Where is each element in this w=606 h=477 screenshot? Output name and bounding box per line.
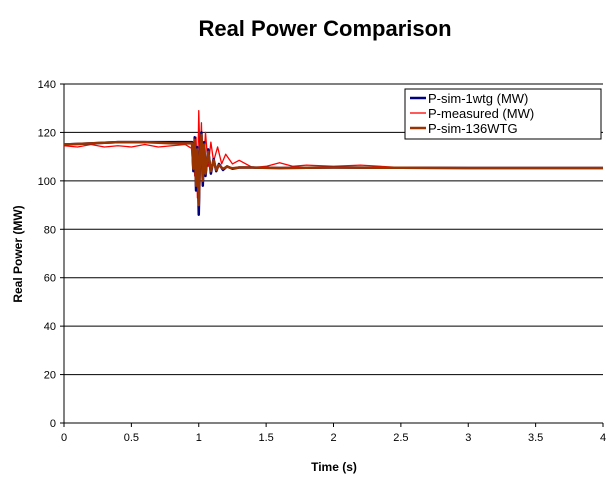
grid-lines bbox=[64, 83, 603, 376]
legend-box bbox=[404, 88, 602, 140]
y-tick-label-2: 40 bbox=[44, 321, 56, 333]
chart-title: Real Power Comparison bbox=[198, 16, 451, 41]
y-tick-label-4: 80 bbox=[44, 224, 56, 236]
y-tick-label-0: 0 bbox=[50, 418, 56, 430]
x-tick-label-2: 1 bbox=[196, 432, 202, 444]
y-tick-label-7: 140 bbox=[38, 79, 56, 91]
y-axis-label: Real Power (MW) bbox=[11, 205, 25, 302]
x-tick-label-8: 4 bbox=[600, 432, 606, 444]
series-line-2 bbox=[63, 133, 603, 207]
y-tick-label-6: 120 bbox=[38, 127, 56, 139]
x-tick-label-4: 2 bbox=[330, 432, 336, 444]
legend-label-1: P-measured (MW) bbox=[428, 106, 534, 121]
axes bbox=[60, 83, 604, 427]
x-tick-label-1: 0.5 bbox=[124, 432, 139, 444]
x-axis-label: Time (s) bbox=[311, 460, 357, 474]
x-tick-label-3: 1.5 bbox=[258, 432, 273, 444]
y-tick-label-5: 100 bbox=[38, 176, 56, 188]
x-tick-label-7: 3.5 bbox=[528, 432, 543, 444]
tick-labels: 0 20 40 60 80 100 120 140 0 0.5 1 1.5 2 2.5 3 3.5 4 bbox=[38, 79, 606, 444]
x-tick-label-6: 3 bbox=[465, 432, 471, 444]
x-tick-label-0: 0 bbox=[61, 432, 67, 444]
y-tick-label-1: 20 bbox=[44, 370, 56, 382]
x-tick-label-5: 2.5 bbox=[393, 432, 408, 444]
legend-label-0: P-sim-1wtg (MW) bbox=[428, 91, 528, 106]
legend-label-2: P-sim-136WTG bbox=[428, 121, 518, 136]
series-line-1 bbox=[63, 109, 603, 199]
y-tick-label-3: 60 bbox=[44, 273, 56, 285]
legend: P-sim-1wtg (MW)P-measured (MW)P-sim-136W… bbox=[404, 88, 602, 140]
series-lines bbox=[63, 109, 603, 217]
